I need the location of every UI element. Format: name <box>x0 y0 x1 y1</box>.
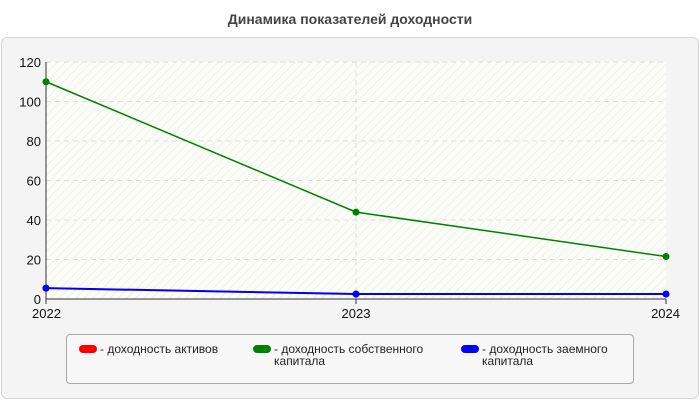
legend-label-equity-2: капитала <box>274 354 326 368</box>
y-tick-label: 120 <box>19 55 41 70</box>
y-tick-label: 20 <box>27 253 41 268</box>
legend-label-equity: - доходность собственного <box>274 342 424 356</box>
data-point <box>352 208 360 216</box>
legend-label-debt-2: капитала <box>482 354 534 368</box>
y-tick-label: 60 <box>27 174 41 189</box>
x-tick-label: 2024 <box>651 306 680 321</box>
legend-item-equity: - доходность собственного капитала <box>253 343 423 367</box>
y-tick-label: 100 <box>19 95 41 110</box>
data-point <box>42 78 50 86</box>
legend-swatch-equity <box>253 345 271 353</box>
data-point <box>662 290 670 298</box>
legend-item-assets: - доходность активов <box>79 343 218 355</box>
legend-swatch-assets <box>79 345 97 353</box>
x-tick-label: 2022 <box>32 306 61 321</box>
legend-item-debt: - доходность заемного капитала <box>461 343 608 367</box>
legend-label-assets: - доходность активов <box>100 342 219 356</box>
data-point <box>42 284 50 292</box>
y-tick-label: 80 <box>27 134 41 149</box>
legend-label-debt: - доходность заемного <box>482 342 608 356</box>
data-point <box>662 253 670 261</box>
data-point <box>352 290 360 298</box>
chart-title: Динамика показателей доходности <box>227 11 473 27</box>
legend-swatch-debt <box>461 345 479 353</box>
y-tick-label: 40 <box>27 213 41 228</box>
chart-legend: - доходность активов - доходность собств… <box>66 334 634 384</box>
x-tick-label: 2023 <box>342 306 371 321</box>
y-tick-label: 0 <box>34 292 41 307</box>
